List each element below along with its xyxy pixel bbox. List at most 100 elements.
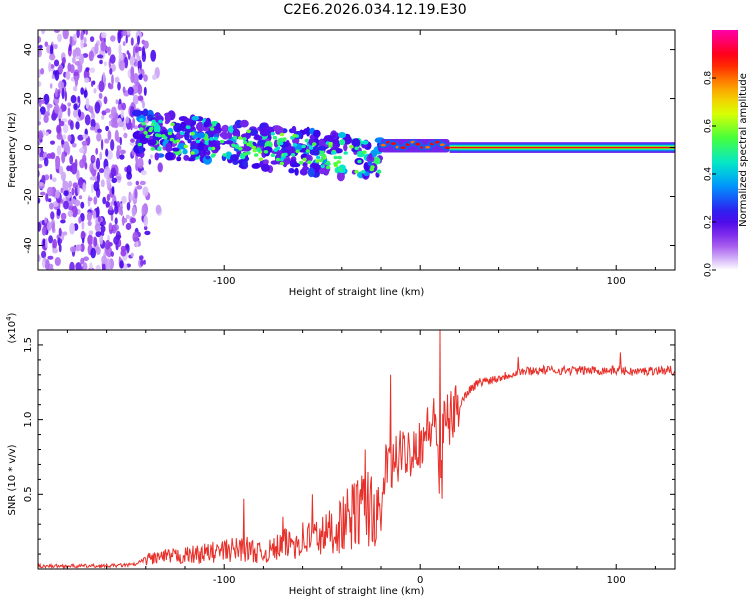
noise-mark [69, 64, 75, 74]
signal-peak-mark [190, 131, 195, 136]
noise-mark [129, 141, 135, 146]
noise-mark [137, 84, 143, 95]
noise-mark [116, 149, 121, 160]
signal-mark [318, 138, 325, 148]
signal-peak-mark [238, 136, 243, 140]
noise-mark [38, 164, 43, 169]
signal-peak-mark [186, 125, 191, 130]
noise-mark [143, 74, 148, 82]
noise-mark [63, 200, 69, 210]
noise-mark [82, 237, 85, 244]
noise-mark [108, 84, 114, 90]
noise-mark [111, 186, 115, 195]
noise-mark [56, 145, 62, 156]
noise-mark [95, 231, 102, 238]
noise-mark [92, 210, 97, 220]
noise-mark [130, 138, 135, 143]
noise-mark [95, 157, 101, 170]
colorbar-label: Normalized spectral amplitude [738, 73, 749, 227]
signal-peak-mark [151, 119, 156, 124]
signal-mark [307, 167, 315, 178]
noise-mark [61, 151, 66, 164]
noise-mark [137, 46, 142, 52]
noise-mark [139, 255, 144, 261]
signal-mark [176, 156, 182, 162]
noise-mark [48, 198, 52, 203]
signal-peak-mark [318, 158, 324, 163]
signal-mark [313, 129, 321, 138]
noise-mark [102, 220, 107, 226]
noise-mark [127, 86, 134, 96]
signal-mark [331, 132, 337, 139]
figure-title: C2E6.2026.034.12.19.E30 [283, 2, 467, 18]
noise-mark [89, 176, 96, 181]
noise-mark [87, 220, 92, 226]
noise-mark [78, 216, 82, 224]
noise-mark [132, 117, 136, 129]
signal-mark [254, 134, 260, 139]
noise-mark [80, 201, 85, 209]
noise-mark [132, 231, 139, 243]
noise-mark [142, 186, 149, 197]
noise-mark [94, 42, 99, 55]
signal-peak-mark [370, 165, 375, 169]
signal-mark [234, 144, 240, 150]
signal-peak-mark [145, 134, 150, 139]
noise-mark [87, 105, 94, 113]
noise-mark [125, 116, 130, 124]
noise-mark [119, 60, 126, 71]
signal-peak-mark [242, 137, 247, 141]
noise-mark [69, 246, 77, 253]
noise-mark [69, 261, 75, 270]
noise-mark [90, 247, 96, 259]
noise-mark [150, 154, 153, 159]
signal-peak-mark [333, 155, 338, 160]
noise-mark [82, 182, 87, 193]
noise-mark [105, 46, 110, 52]
noise-mark [58, 120, 65, 127]
noise-mark [72, 56, 76, 64]
signal-mark [165, 113, 171, 124]
noise-mark [105, 108, 111, 113]
signal-mark [294, 167, 299, 176]
signal-mark [367, 161, 373, 167]
noise-mark [38, 69, 41, 78]
noise-mark [119, 260, 124, 269]
noise-mark [129, 193, 134, 201]
signal-mark [372, 156, 381, 165]
noise-mark [61, 57, 66, 65]
noise-mark [143, 86, 147, 96]
noise-mark [139, 180, 146, 186]
noise-mark [121, 218, 125, 224]
noise-mark [70, 120, 74, 130]
signal-peak-mark [279, 161, 284, 166]
noise-mark [121, 195, 127, 204]
noise-mark [59, 165, 64, 175]
signal-mark [165, 142, 172, 153]
signal-peak-mark [315, 159, 320, 163]
noise-mark [38, 81, 42, 87]
noise-mark [91, 155, 96, 162]
noise-mark [62, 178, 66, 188]
noise-mark [143, 225, 148, 231]
noise-mark [131, 206, 136, 217]
noise-mark [56, 133, 63, 140]
narrow-band-core [380, 143, 386, 147]
signal-mark [351, 138, 361, 148]
y-tick-label: 0.5 [23, 486, 34, 502]
noise-mark [114, 129, 119, 142]
signal-mark [206, 150, 211, 156]
noise-mark [97, 171, 100, 184]
signal-mark [183, 118, 192, 126]
y-axis-label: SNR (10 * v/v) [7, 444, 18, 515]
noise-mark [110, 139, 115, 151]
signal-peak-mark [343, 151, 348, 155]
noise-mark [110, 251, 115, 257]
signal-mark [224, 140, 234, 145]
signal-mark [281, 147, 286, 152]
noise-mark [102, 196, 107, 205]
noise-mark [130, 217, 137, 224]
signal-mark [305, 126, 311, 137]
noise-mark [58, 243, 62, 253]
noise-mark [120, 249, 127, 257]
